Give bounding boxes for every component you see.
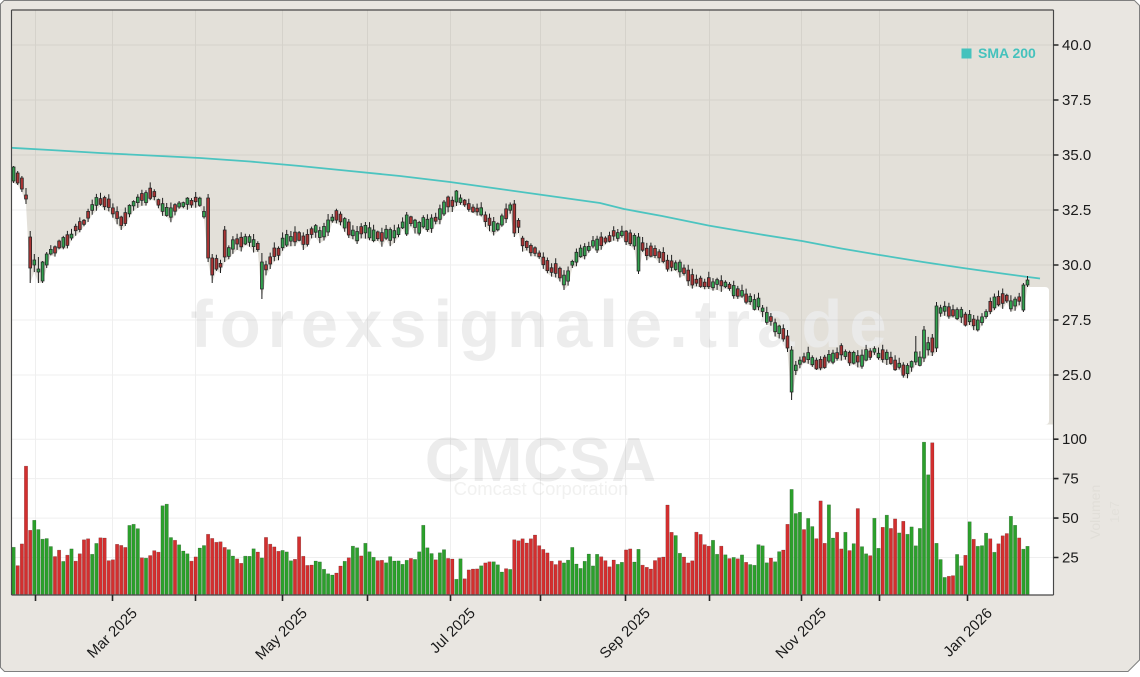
svg-text:forexsignale.trade: forexsignale.trade <box>190 287 893 362</box>
svg-text:1e7: 1e7 <box>1107 501 1122 523</box>
svg-text:30.0: 30.0 <box>1062 257 1091 274</box>
svg-text:SMA 200: SMA 200 <box>978 45 1036 61</box>
svg-text:32.5: 32.5 <box>1062 202 1091 219</box>
svg-text:35.0: 35.0 <box>1062 147 1091 164</box>
svg-text:100: 100 <box>1062 431 1087 448</box>
svg-text:37.5: 37.5 <box>1062 92 1091 109</box>
svg-text:25: 25 <box>1062 550 1079 567</box>
svg-text:75: 75 <box>1062 471 1079 488</box>
svg-text:27.5: 27.5 <box>1062 312 1091 329</box>
svg-text:Comcast Corporation: Comcast Corporation <box>454 478 629 499</box>
svg-text:50: 50 <box>1062 510 1079 527</box>
svg-text:CMCSA: CMCSA <box>425 426 657 495</box>
svg-text:40.0: 40.0 <box>1062 37 1091 54</box>
svg-text:Volumen: Volumen <box>1087 485 1103 539</box>
svg-text:25.0: 25.0 <box>1062 367 1091 384</box>
